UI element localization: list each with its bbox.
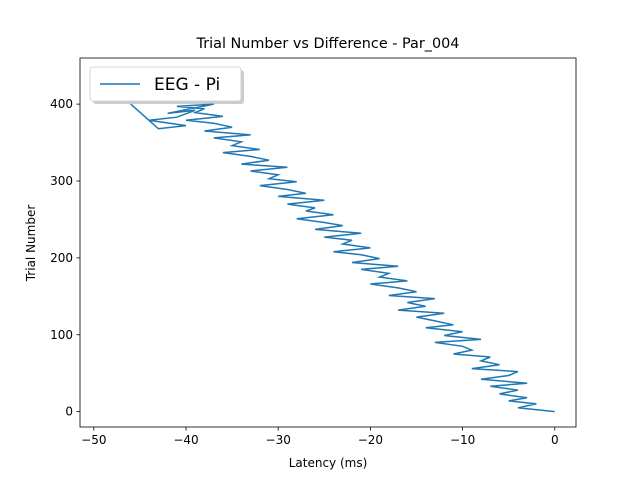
legend: EEG - Pi [89,66,244,104]
x-tick-label: −40 [173,433,198,447]
plot-area [130,103,555,413]
x-tick-label: −50 [81,433,106,447]
x-tick-label: −30 [266,433,291,447]
axes: −50 −40 −30 −20 −10 0 0 100 200 300 400 [50,57,577,447]
x-tick-label: −20 [358,433,383,447]
y-axis-label: Trial Number [24,205,38,283]
chart-title: Trial Number vs Difference - Par_004 [196,36,460,52]
x-tick-label: 0 [551,433,559,447]
legend-box [89,66,242,102]
y-tick-label: 0 [65,405,73,419]
x-axis-label: Latency (ms) [289,456,368,470]
series-line-0 [130,103,555,413]
axes-frame [79,57,577,428]
y-tick-label: 100 [50,328,73,342]
y-tick-label: 300 [50,174,73,188]
y-tick-label: 400 [50,97,73,111]
x-tick-label: −10 [450,433,475,447]
y-tick-label: 200 [50,251,73,265]
legend-label-0: EEG - Pi [154,75,220,95]
